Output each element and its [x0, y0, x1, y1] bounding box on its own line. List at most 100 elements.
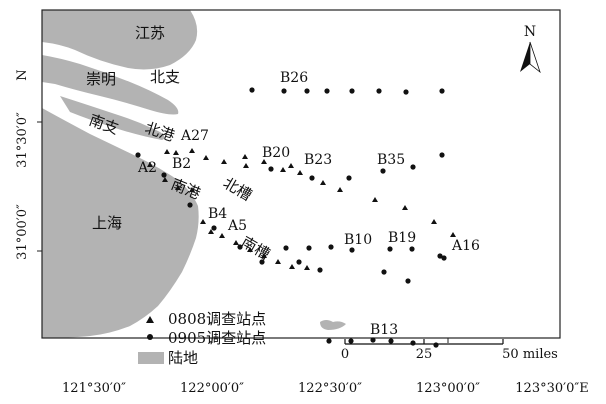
station-triangle-icon: [219, 233, 225, 238]
station-dot-icon: [387, 246, 393, 252]
station-triangle-icon: [242, 154, 248, 159]
station-dot-icon: [346, 175, 352, 181]
station-triangle-icon: [243, 163, 249, 168]
station-label: B35: [377, 152, 405, 168]
legend-dot-icon: [147, 334, 153, 340]
station-label: B13: [370, 322, 398, 338]
place-beigang: 北港: [143, 119, 177, 145]
station-triangle-icon: [233, 240, 239, 245]
station-triangle-icon: [147, 162, 153, 167]
station-dot-icon: [296, 259, 302, 265]
station-dot-icon: [249, 87, 255, 93]
x-tick-label: 122°00′0″: [180, 381, 244, 396]
land-shanghai: [42, 108, 199, 338]
station-triangle-icon: [275, 259, 281, 264]
station-label: A27: [180, 128, 209, 144]
station-dot-icon: [317, 267, 323, 273]
station-label: B10: [344, 232, 372, 248]
station-triangle-icon: [450, 232, 456, 237]
station-dot-icon: [348, 338, 354, 344]
legend-dot-label: 0905调查站点: [168, 329, 266, 347]
north-arrow-label: N: [524, 24, 536, 40]
station-triangle-icon: [431, 219, 437, 224]
station-dot-icon: [326, 338, 332, 344]
station-dot-icon: [409, 246, 415, 252]
land-jiangsu: [42, 10, 198, 70]
place-beicao: 北槽: [220, 174, 255, 205]
x-tick-label: 123°30′0″E: [515, 381, 588, 396]
station-dot-icon: [211, 225, 217, 231]
station-labels: B26 A27 B20 B23 B35 A2 B2 B4 A5 B10 B19 …: [137, 70, 480, 338]
legend-triangle-icon: [146, 316, 154, 323]
land-islet: [320, 320, 346, 330]
place-nancao: 南槽: [238, 233, 273, 264]
y-tick-label: 31°30′0″: [15, 112, 30, 168]
station-dot-icon: [433, 342, 439, 348]
station-dot-icon: [306, 245, 312, 251]
survey-stations-0808: [147, 148, 456, 270]
station-triangle-icon: [164, 149, 170, 154]
legend-triangle-label: 0808调查站点: [168, 310, 266, 328]
station-triangle-icon: [247, 247, 253, 252]
survey-stations-0905: [135, 87, 447, 348]
scale-label-50: 50 miles: [502, 347, 558, 362]
station-triangle-icon: [320, 180, 326, 185]
station-dot-icon: [381, 269, 387, 275]
scale-bar: 0 25 50 miles: [341, 339, 558, 362]
place-chongming: 崇明: [86, 70, 116, 88]
station-dot-icon: [268, 166, 274, 172]
station-triangle-icon: [175, 185, 181, 190]
station-triangle-icon: [203, 155, 209, 160]
station-dot-icon: [376, 88, 382, 94]
station-triangle-icon: [189, 148, 195, 153]
station-dot-icon: [309, 175, 315, 181]
x-tick-label: 123°00′0″: [416, 381, 480, 396]
legend: 0808调查站点 0905调查站点 陆地: [138, 310, 266, 367]
station-dot-icon: [388, 338, 394, 344]
y-axis-letter: N: [15, 69, 30, 80]
land-chongming: [42, 55, 179, 115]
station-dot-icon: [437, 253, 443, 259]
station-label: A16: [451, 238, 480, 254]
place-shanghai: 上海: [92, 214, 122, 232]
station-label: B19: [388, 230, 416, 246]
station-dot-icon: [328, 244, 334, 250]
station-label: B20: [262, 145, 290, 161]
station-dot-icon: [380, 168, 386, 174]
station-triangle-icon: [304, 265, 310, 270]
station-triangle-icon: [189, 187, 195, 192]
station-triangle-icon: [162, 177, 168, 182]
station-dot-icon: [441, 255, 447, 261]
station-dot-icon: [161, 172, 167, 178]
y-tick-label: 31°00′0″: [15, 204, 30, 260]
station-triangle-icon: [173, 150, 179, 155]
station-dot-icon: [135, 152, 141, 158]
station-label: A2: [137, 160, 157, 176]
station-dot-icon: [439, 88, 445, 94]
station-triangle-icon: [261, 159, 267, 164]
station-dot-icon: [304, 88, 310, 94]
station-triangle-icon: [402, 205, 408, 210]
land-island-small: [60, 96, 165, 140]
station-label: B2: [172, 156, 191, 172]
place-beizhi: 北支: [150, 68, 180, 86]
scale-label-25: 25: [416, 347, 433, 362]
station-dot-icon: [281, 88, 287, 94]
station-dot-icon: [370, 337, 376, 343]
station-triangle-icon: [208, 229, 214, 234]
station-dot-icon: [237, 244, 243, 250]
station-triangle-icon: [337, 187, 343, 192]
station-dot-icon: [405, 278, 411, 284]
station-dot-icon: [283, 245, 289, 251]
station-dot-icon: [187, 202, 193, 208]
north-arrow: N: [520, 24, 541, 74]
x-tick-label: 122°30′0″: [298, 381, 362, 396]
scale-label-0: 0: [341, 347, 349, 362]
station-triangle-icon: [372, 197, 378, 202]
station-triangle-icon: [289, 264, 295, 269]
station-dot-icon: [410, 164, 416, 170]
map-frame: [41, 9, 561, 339]
station-dot-icon: [410, 340, 416, 346]
place-jiangsu: 江苏: [135, 24, 165, 42]
